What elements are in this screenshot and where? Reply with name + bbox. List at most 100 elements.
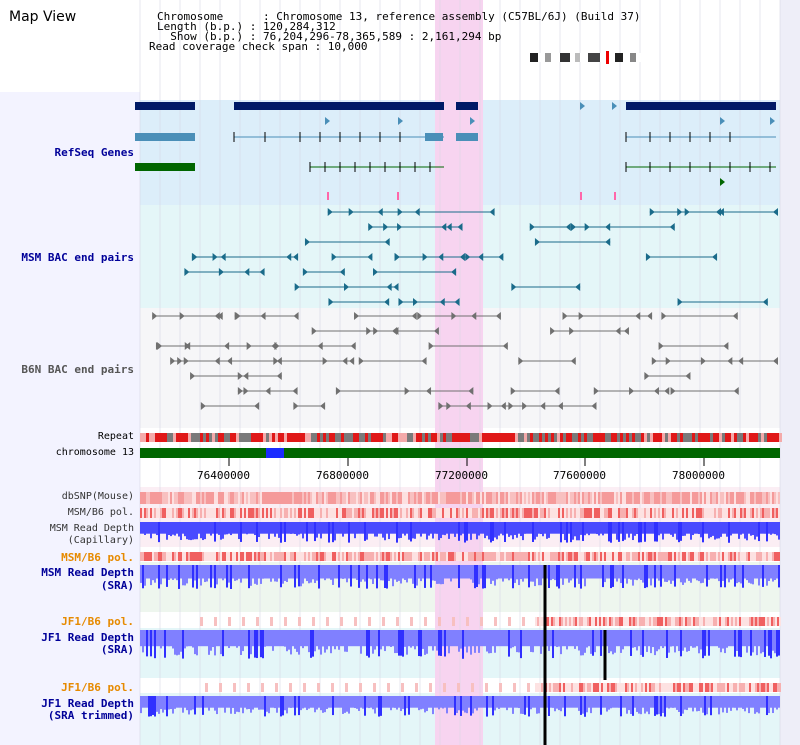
jf1-trim-depth: [708, 696, 710, 703]
repeat-block: [689, 433, 692, 442]
dbsnp-block: [376, 492, 378, 504]
jf1-trim-depth: [610, 696, 612, 709]
jf1-trim-depth: [348, 696, 350, 714]
jf1-trim-depth: [164, 696, 166, 710]
msm-pol-block: [316, 508, 318, 518]
jf1-sra-depth: [520, 630, 522, 659]
repeat-block: [218, 433, 221, 442]
msm-pol-block: [344, 508, 346, 518]
dbsnp-block: [232, 492, 234, 504]
repeat-block: [185, 433, 188, 442]
jf1-sra-depth: [772, 630, 774, 651]
jf1-sra-depth: [418, 630, 420, 657]
msm-cap-depth: [622, 522, 624, 542]
jf1-sra-depth: [552, 630, 554, 659]
msm-cap-depth: [160, 522, 162, 530]
jf1-sra-depth: [316, 630, 318, 642]
msm-cap-depth: [352, 522, 354, 532]
track-label-b6n-bac[interactable]: B6N BAC end pairs: [21, 363, 134, 376]
msm-pol2-block: [656, 552, 658, 561]
jf1-pol-block: [769, 617, 771, 626]
msm-sra-depth: [496, 565, 498, 580]
msm-cap-depth: [630, 522, 632, 530]
dbsnp-block: [182, 492, 184, 504]
msm-pol-block: [302, 508, 304, 518]
jf1-sra-depth: [620, 630, 622, 653]
track-label-msm-bac[interactable]: MSM BAC end pairs: [21, 251, 134, 264]
msm-cap-depth: [476, 522, 478, 540]
dbsnp-block: [312, 492, 314, 504]
msm-cap-depth: [520, 522, 522, 537]
msm-sra-depth: [294, 565, 296, 588]
msm-cap-depth: [238, 522, 240, 540]
msm-pol-block: [310, 508, 312, 518]
dbsnp-block: [352, 492, 354, 504]
msm-pol2-block: [638, 552, 640, 561]
dbsnp-block: [498, 492, 500, 504]
jf1-trim-depth: [510, 696, 512, 707]
msm-pol-block: [384, 508, 386, 518]
jf1-pol-block: [703, 617, 705, 626]
msm-sra-depth: [430, 565, 432, 588]
msm-pol2-block: [704, 552, 706, 561]
msm-pol2-block: [606, 552, 608, 561]
jf1-pol-block: [635, 617, 637, 626]
msm-pol2-block: [358, 552, 360, 561]
msm-cap-depth: [512, 522, 514, 540]
msm-pol2-block: [356, 552, 358, 561]
jf1-sra-depth: [324, 630, 326, 653]
jf1-trim-depth: [262, 696, 264, 710]
msm-cap-depth: [588, 522, 590, 536]
jf1-trim-depth: [452, 696, 454, 703]
msm-sra-depth: [214, 565, 216, 589]
jf1-sra-depth: [526, 630, 528, 639]
msm-cap-depth: [570, 522, 572, 543]
dbsnp-block: [306, 492, 308, 504]
jf1-trim-depth: [320, 696, 322, 711]
repeat-block: [299, 433, 302, 442]
msm-cap-depth: [550, 522, 552, 534]
msm-cap-depth: [558, 522, 560, 528]
msm-pol-block: [140, 508, 142, 518]
b6n-bac-pair-end: [404, 387, 410, 395]
track-label-refseq[interactable]: RefSeq Genes: [54, 146, 134, 159]
jf1-pol2-block: [247, 683, 250, 692]
jf1-sra-depth: [456, 630, 458, 639]
msm-pol2-block: [706, 552, 708, 561]
header-show: Show (b.p.) : 76,204,296-78,365,589 : 2,…: [157, 30, 502, 43]
msm-cap-depth: [680, 522, 682, 541]
b6n-bac-pair-end: [550, 327, 556, 335]
repeat-block: [461, 433, 464, 442]
jf1-sra-depth: [242, 630, 244, 652]
msm-cap-depth: [420, 522, 422, 537]
jf1-sra-depth: [224, 630, 226, 640]
jf1-sra-depth: [428, 630, 430, 646]
jf1-pol2-block: [703, 683, 705, 692]
dbsnp-block: [474, 492, 476, 504]
jf1-pol-block: [587, 617, 589, 626]
repeat-block: [551, 433, 554, 442]
msm-bac-pair-end: [718, 208, 724, 216]
dbsnp-block: [388, 492, 390, 504]
msm-cap-depth: [568, 522, 570, 528]
jf1-trim-depth: [704, 696, 706, 716]
msm-pol-block: [626, 508, 628, 518]
msm-sra-depth: [518, 565, 520, 586]
msm-sra-depth: [162, 565, 164, 575]
jf1-pol-block: [424, 617, 427, 626]
msm-cap-depth: [164, 522, 166, 533]
msm-sra-depth: [642, 565, 644, 583]
repeat-block: [593, 433, 596, 442]
msm-pol-block: [734, 508, 736, 518]
msm-sra-depth: [248, 565, 250, 589]
jf1-pol-block: [605, 617, 607, 626]
msm-cap-depth: [230, 522, 232, 536]
msm-pol-block: [658, 508, 660, 518]
msm-pol-block: [352, 508, 354, 518]
msm-cap-depth: [774, 522, 776, 535]
repeat-block: [512, 433, 515, 442]
jf1-trim-depth: [674, 696, 676, 708]
msm-sra-depth: [724, 565, 726, 588]
jf1-pol2-block: [725, 683, 727, 692]
msm-sra-depth: [658, 565, 660, 581]
